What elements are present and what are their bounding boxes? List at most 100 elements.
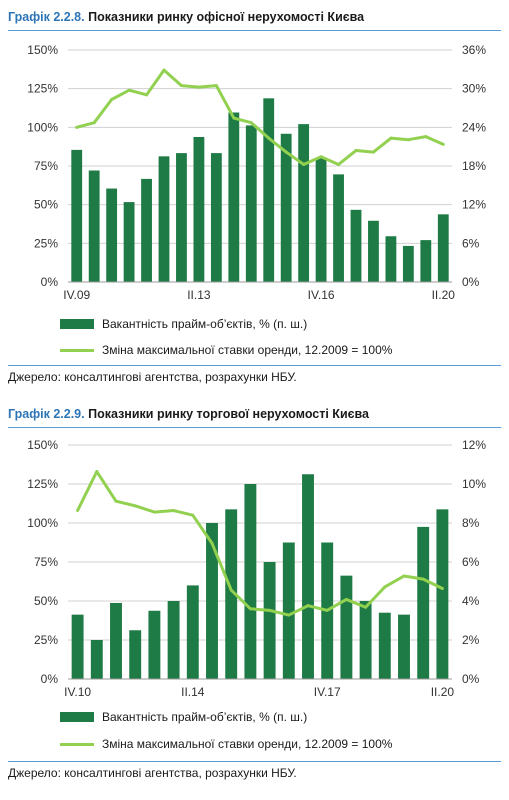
office-chart: 0% 0% 25% 6% 50% 12% 75% 18% 100% 24% 125% 30% 150% 3… <box>27 43 486 302</box>
divider <box>8 761 501 762</box>
vacancy-bar <box>141 178 152 282</box>
vacancy-bar <box>315 158 327 282</box>
legend-bar-label: Вакантність прайм-об’єктів, % (п. ш.) <box>102 710 308 724</box>
rent-change-point <box>383 585 387 589</box>
vacancy-bar <box>148 610 161 679</box>
vacancy-bar <box>350 209 362 282</box>
rent-change-point <box>210 541 214 545</box>
rent-change-point <box>92 121 96 125</box>
vacancy-bar <box>244 484 257 679</box>
right-tick-label: 8% <box>462 516 480 530</box>
vacancy-bar <box>206 523 218 679</box>
vacancy-bar <box>210 153 222 282</box>
vacancy-bar <box>176 153 187 282</box>
rent-change-point <box>284 150 288 154</box>
right-tick-label: 10% <box>462 477 486 491</box>
legend-line-swatch <box>60 348 94 352</box>
rent-change-point <box>110 97 114 101</box>
vacancy-bar <box>402 245 414 282</box>
rent-change-point <box>344 597 348 601</box>
right-tick-label: 30% <box>462 82 486 96</box>
source-note: Джерело: консалтингові агентства, розрах… <box>8 370 297 384</box>
rent-change-point <box>267 136 271 140</box>
vacancy-bar <box>263 98 275 282</box>
vacancy-bar <box>158 156 170 282</box>
x-tick-label: IV.09 <box>63 288 90 302</box>
vacancy-bar <box>193 137 205 282</box>
divider <box>8 30 501 31</box>
vacancy-bar <box>90 640 103 679</box>
rent-change-point <box>179 84 183 88</box>
chart-title: Графік 2.2.8. Показники ринку офісної не… <box>8 10 364 24</box>
rent-change-point <box>421 577 425 581</box>
vacancy-bar <box>359 601 372 679</box>
left-tick-label: 125% <box>27 82 58 96</box>
retail-chart: 0% 0% 25% 2% 50% 4% 75% 6% 100% 8% 125% 10% 150% 12% I… <box>27 438 486 699</box>
rent-change-point <box>287 613 291 617</box>
rent-change-point <box>337 162 341 166</box>
rent-change-point <box>127 88 131 92</box>
right-tick-label: 18% <box>462 159 486 173</box>
legend-bar-item: Вакантність прайм-об’єктів, % (п. ш.) <box>60 317 307 331</box>
right-tick-label: 0% <box>462 672 480 686</box>
right-tick-label: 36% <box>462 43 486 57</box>
rent-change-point <box>268 608 272 612</box>
left-tick-label: 0% <box>41 275 59 289</box>
vacancy-bar <box>378 612 391 679</box>
vacancy-bar <box>88 170 100 282</box>
left-tick-label: 150% <box>27 43 58 57</box>
vacancy-bar <box>436 509 449 679</box>
divider <box>8 427 501 428</box>
vacancy-bar <box>110 602 122 679</box>
legend-bar-swatch <box>60 712 94 722</box>
x-tick-label: IV.10 <box>64 685 91 699</box>
rent-change-point <box>76 509 80 513</box>
rent-change-point <box>232 116 236 120</box>
rent-change-point <box>133 504 137 508</box>
rent-change-point <box>172 509 176 513</box>
chart-title-text: Показники ринку офісної нерухомості Києв… <box>88 10 365 24</box>
legend-line-label: Зміна максимальної ставки оренди, 12.200… <box>102 343 393 357</box>
vacancy-bar <box>298 124 310 282</box>
rent-change-point <box>249 121 253 125</box>
rent-change-point <box>75 125 79 129</box>
right-tick-label: 12% <box>462 438 486 452</box>
vacancy-bar <box>123 202 135 282</box>
legend-line-item: Зміна максимальної ставки оренди, 12.200… <box>60 343 392 357</box>
right-tick-label: 24% <box>462 120 486 134</box>
rent-change-point <box>402 574 406 578</box>
left-tick-label: 50% <box>34 198 58 212</box>
vacancy-bar <box>282 542 295 679</box>
rent-change-point <box>248 607 252 611</box>
source-note: Джерело: консалтингові агентства, розрах… <box>8 766 297 780</box>
right-tick-label: 12% <box>462 198 486 212</box>
vacancy-bar <box>420 240 432 282</box>
vacancy-bar <box>71 149 83 282</box>
vacancy-bar <box>225 509 238 679</box>
rent-change-point <box>441 142 445 146</box>
legend-bar-label: Вакантність прайм-об’єктів, % (п. ш.) <box>102 317 308 331</box>
rent-change-point <box>162 68 166 72</box>
x-tick-label: II.20 <box>431 685 455 699</box>
vacancy-bar <box>228 112 240 282</box>
vacancy-bar <box>186 585 199 679</box>
left-tick-label: 75% <box>34 555 58 569</box>
vacancy-bar <box>71 614 84 679</box>
left-tick-label: 0% <box>41 672 59 686</box>
rent-change-point <box>306 604 310 608</box>
rent-change-point <box>424 135 428 139</box>
chart-title: Графік 2.2.9. Показники ринку торгової н… <box>8 407 369 421</box>
left-tick-label: 50% <box>34 594 58 608</box>
rent-change-point <box>114 499 118 503</box>
x-tick-label: IV.16 <box>308 288 335 302</box>
rent-change-point <box>354 149 358 153</box>
left-tick-label: 100% <box>27 120 58 134</box>
vacancy-bar <box>385 236 397 282</box>
vacancy-bar <box>437 214 449 282</box>
rent-change-line <box>76 68 444 166</box>
vacancy-bar <box>340 575 353 679</box>
vacancy-bar <box>398 614 410 679</box>
vacancy-bar <box>280 133 292 282</box>
rent-change-point <box>191 513 195 517</box>
chart-title-text: Показники ринку торгової нерухомості Киє… <box>88 407 369 421</box>
